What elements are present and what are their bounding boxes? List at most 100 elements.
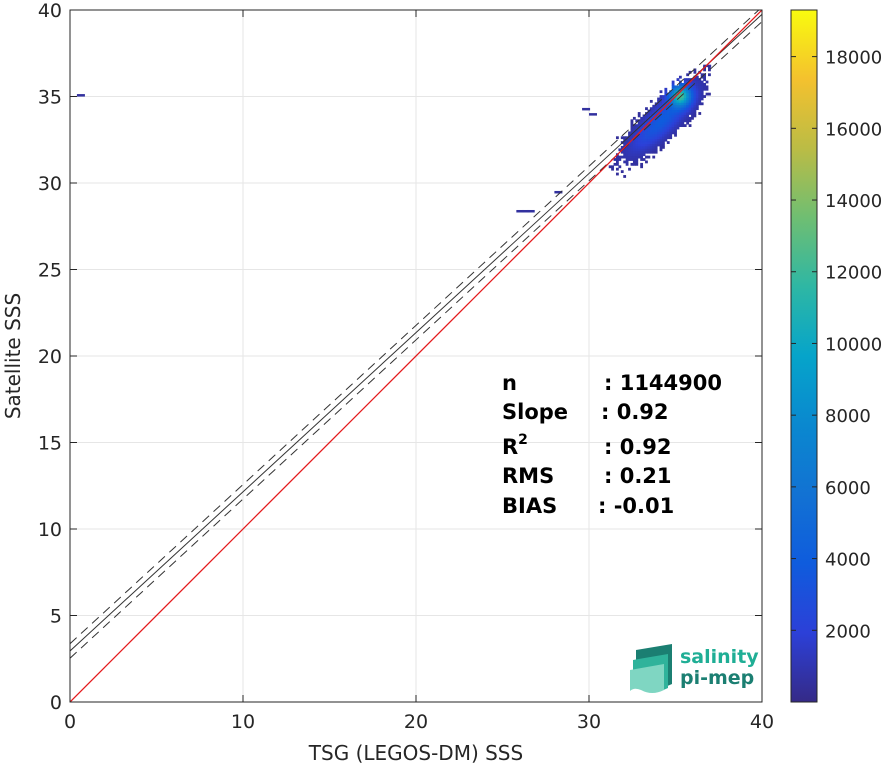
density-cell — [683, 102, 687, 106]
density-cell — [691, 112, 694, 115]
density-cell — [628, 153, 631, 157]
density-cell — [666, 136, 670, 140]
density-cell — [666, 126, 670, 130]
density-cell — [678, 119, 682, 123]
density-cell — [691, 80, 694, 84]
density-cell — [700, 85, 704, 89]
density-cell — [691, 83, 694, 86]
density-cell — [635, 124, 639, 128]
density-cell — [678, 104, 682, 108]
density-cell — [654, 148, 658, 152]
density-cell — [647, 138, 651, 142]
density-cell — [625, 148, 629, 152]
salinity-pi-mep-logo: salinity pi-mep — [630, 644, 759, 693]
density-cell — [654, 112, 658, 115]
density-cell — [671, 114, 675, 118]
density-cell — [695, 97, 699, 101]
density-cell — [630, 124, 634, 128]
colorbar-tick-label: 6000 — [825, 478, 871, 499]
density-cell — [637, 150, 641, 154]
density-cell — [678, 83, 682, 86]
density-cell — [521, 209, 530, 213]
density-cell — [649, 136, 653, 140]
density-cell — [615, 136, 619, 140]
density-cell — [676, 85, 680, 89]
density-cell — [657, 104, 660, 108]
density-cell — [671, 129, 675, 132]
density-cell — [632, 116, 636, 120]
density-cell — [688, 107, 692, 111]
density-cell — [662, 119, 665, 123]
density-cell — [632, 138, 636, 142]
density-cell — [683, 112, 687, 115]
density-cell — [666, 107, 670, 111]
density-cell — [632, 158, 636, 161]
density-cell — [649, 145, 653, 149]
density-cell — [686, 73, 690, 77]
density-cell — [683, 109, 687, 113]
x-tick-label: 0 — [64, 711, 76, 733]
density-cell — [662, 141, 665, 144]
density-cell — [645, 136, 648, 140]
density-cell — [693, 83, 697, 86]
density-cell — [688, 97, 692, 101]
density-cell — [635, 138, 639, 142]
density-cell — [645, 150, 648, 154]
density-cell — [642, 143, 646, 147]
density-cell — [691, 104, 694, 108]
density-cell — [657, 116, 660, 120]
density-cell — [681, 97, 685, 101]
regression-bound-line — [70, 10, 760, 645]
density-cell — [681, 102, 685, 106]
density-cell — [703, 95, 707, 98]
reference-lines — [70, 10, 762, 702]
density-cell — [647, 145, 651, 149]
density-cell — [693, 80, 697, 84]
density-cell — [620, 145, 624, 149]
density-cell — [664, 112, 668, 115]
density-cell — [654, 150, 658, 154]
density-cell — [662, 95, 665, 98]
density-cell — [640, 141, 644, 144]
density-cell — [691, 90, 694, 94]
density-cell — [647, 148, 651, 152]
density-cell — [671, 124, 675, 128]
density-cell — [674, 102, 677, 106]
colorbar-tick-label: 4000 — [825, 550, 871, 571]
density-cell — [671, 99, 675, 103]
density-cell — [642, 150, 646, 154]
density-cell — [642, 119, 646, 123]
density-cell — [618, 148, 622, 152]
density-cell — [623, 153, 627, 157]
density-cell — [613, 162, 617, 166]
density-cell — [703, 83, 707, 86]
density-cell — [671, 121, 675, 125]
density-cell — [688, 92, 692, 96]
density-cell — [693, 109, 697, 113]
logo-line-1: salinity — [680, 646, 759, 668]
density-cell — [640, 126, 644, 130]
density-cell — [608, 165, 612, 169]
density-cell — [632, 133, 636, 137]
density-cell — [695, 102, 699, 106]
density-cell — [640, 133, 644, 137]
density-cell — [662, 99, 665, 103]
density-cell — [698, 78, 702, 81]
density-cell — [635, 129, 639, 132]
x-tick-label: 40 — [750, 711, 774, 733]
density-cell — [620, 136, 624, 140]
density-cell — [649, 129, 653, 132]
density-cell — [657, 126, 660, 130]
density-cell — [674, 97, 677, 101]
density-cell — [623, 141, 627, 144]
colorbar-tick-label: 16000 — [825, 119, 882, 140]
density-cell — [652, 150, 656, 154]
density-cell — [698, 97, 702, 101]
density-cell — [659, 143, 663, 147]
density-cell — [642, 136, 646, 140]
density-cell — [647, 150, 651, 154]
x-tick-label: 30 — [577, 711, 601, 733]
density-cell — [630, 119, 634, 123]
density-cell — [662, 143, 665, 147]
density-cell — [708, 92, 711, 96]
